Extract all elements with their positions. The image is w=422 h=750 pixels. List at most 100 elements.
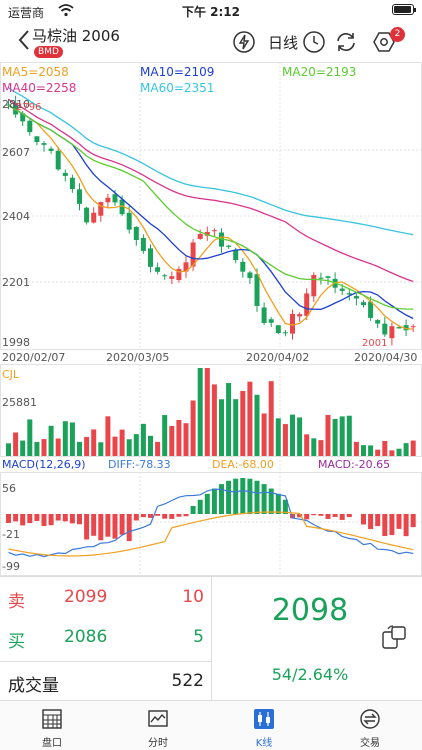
macd-histogram-bar xyxy=(41,514,47,527)
candle-body xyxy=(226,245,232,247)
volume-bar xyxy=(84,436,90,456)
macd-histogram-bar xyxy=(382,514,388,536)
sell-price: 2099 xyxy=(64,587,108,607)
volume-bar xyxy=(318,440,324,456)
tab-label-intraday: 分时 xyxy=(148,738,168,749)
volume-bar xyxy=(261,413,267,456)
status-bar: 运营商 下午 2:12 xyxy=(0,0,422,22)
volume-bar xyxy=(169,426,175,456)
candle-body xyxy=(290,313,295,334)
macd-histogram-bar xyxy=(211,488,217,514)
candle-body xyxy=(77,189,82,204)
macd-tick-1: 56 xyxy=(2,482,16,495)
moving-average-lines xyxy=(8,87,414,330)
tab-trade[interactable]: 交易 xyxy=(330,701,410,750)
buy-volume: 5 xyxy=(193,627,204,647)
kline-chart[interactable]: MA5=2058 MA10=2109 MA20=2193 MA40=2258 M… xyxy=(0,62,422,576)
tab-order-book[interactable]: 盘口 xyxy=(12,701,92,750)
rotate-screen-icon[interactable] xyxy=(380,623,408,651)
volume-bar xyxy=(48,425,54,456)
volume-bar xyxy=(126,439,132,456)
tab-intraday[interactable]: 分时 xyxy=(118,701,198,750)
candle-body xyxy=(233,249,239,261)
tab-label-trade: 交易 xyxy=(360,738,380,749)
ma5-label: MA5=2058 xyxy=(2,65,69,79)
macd-histogram-bar xyxy=(318,514,324,516)
candle-body xyxy=(162,275,168,277)
macd-tick-2: -21 xyxy=(2,528,20,541)
volume-bar xyxy=(382,441,388,456)
lightning-icon[interactable] xyxy=(232,30,256,54)
x-tick-3: 2020/04/02 xyxy=(246,351,309,364)
volume-bar xyxy=(226,383,232,456)
macd-lines xyxy=(8,488,414,558)
volume-bar xyxy=(368,445,374,456)
macd-histogram-bar xyxy=(247,478,253,514)
candle-body xyxy=(353,296,359,299)
candle-body xyxy=(126,212,132,230)
candle-body xyxy=(396,327,402,329)
volume-bar xyxy=(290,414,295,456)
volume-bar xyxy=(190,400,196,456)
volume-bar xyxy=(396,448,402,456)
macd-histogram-bar xyxy=(240,478,246,514)
buy-label: 买 xyxy=(8,632,25,652)
volume-bar xyxy=(211,384,217,456)
clock-icon[interactable] xyxy=(302,30,326,54)
macd-histogram-bar xyxy=(297,514,303,518)
candle-body xyxy=(84,207,90,223)
volume-bar xyxy=(247,381,253,456)
candle-body xyxy=(304,293,310,316)
macd-histogram-bar xyxy=(197,499,203,514)
volume-bar xyxy=(112,436,118,456)
candle-body xyxy=(403,325,409,331)
y-tick-1: 2810 xyxy=(2,98,30,111)
y-tick-2: 2607 xyxy=(2,146,30,159)
ma40-line xyxy=(8,98,414,283)
tab-kline[interactable]: K线 xyxy=(224,701,304,750)
macd-histogram-bar xyxy=(275,493,281,514)
nav-bar: 马棕油 2006 BMD 日线 2 xyxy=(0,22,422,62)
y-tick-5: 1998 xyxy=(2,336,30,349)
volume-bar xyxy=(403,443,409,456)
period-selector[interactable]: 日线 xyxy=(268,34,299,52)
macd-value-label: MACD:-20.65 xyxy=(318,458,390,471)
macd-histogram-bar xyxy=(403,514,409,537)
last-price: 2098 xyxy=(271,593,349,628)
candle-body xyxy=(346,293,352,295)
chart-canvas[interactable]: MA5=2058 MA10=2109 MA20=2193 MA40=2258 M… xyxy=(0,62,422,576)
macd-histogram-bar xyxy=(183,514,189,517)
candle-body xyxy=(361,302,366,306)
clock: 下午 2:12 xyxy=(181,5,241,19)
volume-bar xyxy=(389,450,395,456)
candle-body xyxy=(41,143,47,145)
candle-body xyxy=(20,113,26,122)
macd-histogram-bar xyxy=(233,478,239,514)
volume-bar xyxy=(325,414,331,456)
battery-icon xyxy=(392,4,416,15)
macd-histogram-bar xyxy=(254,480,260,514)
buy-row[interactable]: 买 2086 5 xyxy=(0,621,212,652)
order-book: 卖 2099 10 买 2086 5 成交量 522 xyxy=(0,577,212,701)
macd-histogram-bar xyxy=(98,514,104,541)
volume-bar xyxy=(410,440,416,456)
x-tick-4: 2020/04/30 xyxy=(354,351,417,364)
refresh-icon[interactable] xyxy=(334,30,358,54)
page-title: 马棕油 2006 xyxy=(32,27,120,45)
volume-bar xyxy=(375,449,381,456)
candle-body xyxy=(91,212,97,223)
last-price-panel: 2098 54/2.64% xyxy=(212,577,422,701)
notification-badge: 2 xyxy=(390,27,405,42)
sell-row[interactable]: 卖 2099 10 xyxy=(0,581,212,612)
macd-histogram-bar xyxy=(112,514,118,539)
macd-histogram-bar xyxy=(176,514,182,517)
macd-histogram-bar xyxy=(62,514,68,522)
back-chevron-icon[interactable] xyxy=(16,28,32,52)
macd-histogram-bar xyxy=(311,514,317,516)
volume-bar xyxy=(204,368,210,456)
macd-histogram-bar xyxy=(34,514,40,521)
settings-hexagon-icon[interactable] xyxy=(372,30,396,54)
volume-bar xyxy=(69,422,75,456)
macd-histogram-bar xyxy=(133,514,139,521)
macd-histogram-bar xyxy=(119,514,125,535)
